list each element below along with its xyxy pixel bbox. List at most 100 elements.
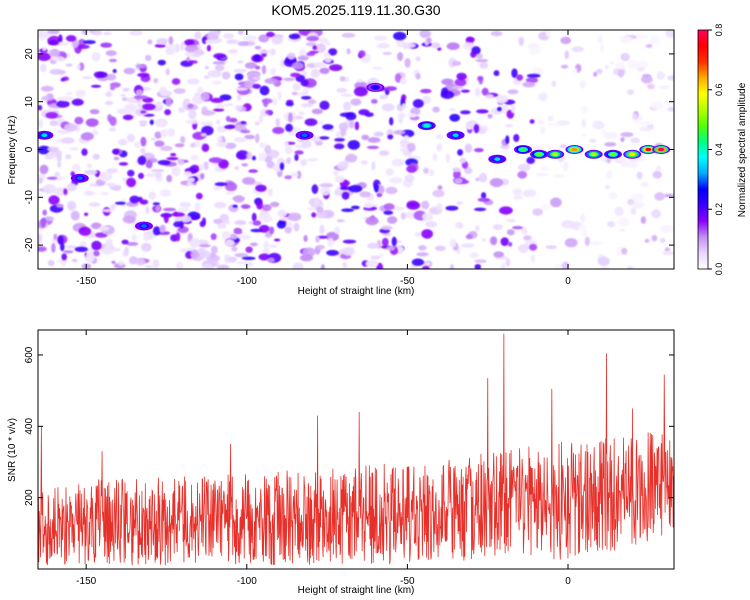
spectrogram-cell bbox=[422, 266, 430, 269]
spectrogram-cell bbox=[240, 121, 247, 125]
spectrogram-cell bbox=[186, 56, 191, 62]
spectrogram-cell bbox=[201, 143, 210, 152]
spectrogram-cell bbox=[424, 261, 431, 266]
spectrogram-cell bbox=[84, 253, 95, 263]
spectrogram-cell bbox=[138, 120, 148, 124]
spectrogram-cell bbox=[474, 207, 487, 212]
spectrogram-cell bbox=[518, 36, 524, 46]
spectrogram-cell bbox=[627, 59, 638, 69]
spectrogram-cell bbox=[615, 62, 627, 70]
spectrogram-cell bbox=[627, 160, 639, 169]
spectrogram-cell bbox=[236, 261, 245, 265]
spectrogram-cell bbox=[164, 109, 172, 116]
spectrogram-cell bbox=[505, 257, 511, 267]
spectrogram-cell bbox=[481, 87, 489, 96]
spectrogram-cell bbox=[301, 139, 312, 149]
spectrogram-peak bbox=[571, 147, 578, 152]
spectrogram-cell bbox=[152, 226, 161, 236]
colorbar: 0.0 0.2 0.4 0.6 0.8 Normalized spectral ampl… bbox=[697, 24, 748, 275]
spectrogram-cell bbox=[195, 192, 203, 200]
spectrogram-cell bbox=[301, 103, 314, 108]
spectrogram-cell bbox=[110, 85, 116, 91]
spectrogram-cell bbox=[235, 105, 242, 111]
spectrogram-cell bbox=[149, 119, 154, 125]
spectrogram-cell bbox=[387, 134, 394, 140]
spectrogram-cell bbox=[40, 164, 49, 174]
spectrogram-cell bbox=[403, 134, 410, 141]
spectrogram-cell bbox=[163, 207, 176, 212]
spectrogram-cell bbox=[401, 103, 407, 110]
spectrogram-cell bbox=[382, 51, 393, 55]
spectrogram-cell bbox=[650, 101, 664, 110]
spectrogram-cell bbox=[189, 214, 201, 220]
spectrogram-cell bbox=[318, 120, 324, 125]
spectrogram-cell bbox=[199, 250, 211, 259]
spectrogram-cell bbox=[647, 83, 655, 90]
spectrogram-cell bbox=[71, 39, 79, 49]
spectrogram-cell bbox=[326, 249, 339, 256]
spectrogram-y-axis-label: Frequency (Hz) bbox=[7, 116, 18, 185]
spectrogram-cell bbox=[500, 262, 506, 269]
spectrogram-cell bbox=[210, 97, 224, 103]
spectrogram-cell bbox=[154, 171, 163, 179]
spectrogram-cell bbox=[287, 212, 302, 222]
spectrogram-cell bbox=[126, 241, 139, 246]
colorbar-tick-label: 0.8 bbox=[714, 24, 724, 37]
spectrogram-cell bbox=[597, 256, 610, 267]
spectrogram-cell bbox=[271, 97, 278, 106]
spectrogram-cell bbox=[85, 191, 93, 195]
spectrogram-cell bbox=[489, 177, 504, 188]
spectrogram-cell bbox=[314, 140, 324, 146]
spectrogram-cell bbox=[291, 91, 298, 96]
spectrogram-cell bbox=[366, 79, 380, 83]
spectrogram-cell bbox=[40, 85, 54, 92]
spectrogram-cell bbox=[38, 52, 51, 61]
spectrogram-cell bbox=[552, 174, 565, 178]
spectrogram-cell bbox=[615, 246, 623, 257]
spectrogram-cell bbox=[38, 235, 42, 245]
spectrogram-cell bbox=[83, 40, 96, 45]
spectrogram-cell bbox=[445, 205, 459, 211]
spectrogram-cell bbox=[635, 34, 649, 39]
spectrogram-cell bbox=[353, 86, 368, 97]
spectrogram-cell bbox=[228, 117, 238, 123]
spectrogram-cell bbox=[620, 52, 630, 62]
spectrogram-cells bbox=[38, 30, 674, 269]
spectrogram-cell bbox=[177, 158, 185, 166]
spectrogram-cell bbox=[336, 87, 348, 93]
spectrogram-cell bbox=[76, 64, 81, 70]
spectrogram-cell bbox=[258, 152, 267, 162]
spectrogram-cell bbox=[490, 236, 498, 246]
spectrogram-cell bbox=[262, 204, 272, 212]
spectrogram-cell bbox=[294, 150, 304, 155]
spectrogram-cell bbox=[109, 127, 116, 132]
spectrogram-cell bbox=[187, 103, 194, 109]
spectrogram-cell bbox=[242, 177, 256, 185]
spectrogram-cell bbox=[173, 88, 186, 94]
spectrogram-cell bbox=[65, 63, 73, 67]
snr-x-ticks: -150 -100 -50 0 bbox=[76, 330, 571, 587]
spectrogram-cell bbox=[339, 186, 353, 191]
spectrogram-cell bbox=[287, 52, 296, 60]
spectrogram-cell bbox=[350, 98, 362, 106]
spectrogram-cell bbox=[157, 59, 166, 66]
spectrogram-cell bbox=[627, 265, 634, 269]
spectrogram-cell bbox=[348, 120, 355, 129]
spectrogram-cell bbox=[351, 205, 360, 210]
spectrogram-cell bbox=[453, 170, 461, 180]
spectrogram-peak bbox=[141, 224, 147, 228]
spectrogram-cell bbox=[665, 30, 674, 38]
spectrogram-cell bbox=[474, 87, 481, 97]
spectrogram-cell bbox=[105, 91, 113, 97]
spectrogram-cell bbox=[217, 264, 230, 269]
spectrogram-cell bbox=[580, 213, 586, 224]
spectrogram-peak bbox=[590, 152, 597, 157]
spectrogram-cell bbox=[662, 251, 674, 256]
spectrogram-cell bbox=[200, 132, 207, 137]
spectrogram-cell bbox=[378, 185, 385, 194]
spectrogram-cell bbox=[315, 235, 320, 243]
spectrogram-cell bbox=[258, 34, 270, 43]
spectrogram-cell bbox=[617, 217, 630, 227]
spectrogram-cell bbox=[389, 177, 403, 184]
spectrogram-cell bbox=[630, 207, 637, 215]
